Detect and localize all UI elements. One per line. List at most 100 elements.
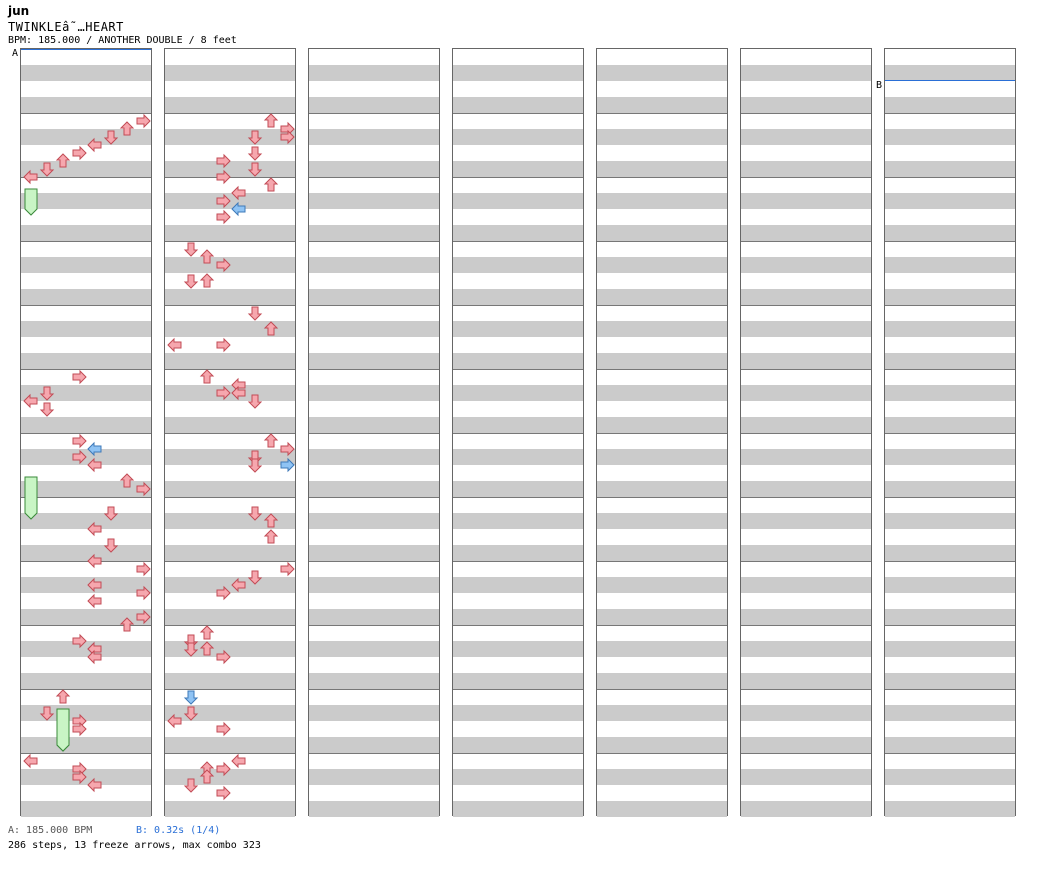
bpm-b-stat: B: 0.32s (1/4) <box>136 825 221 836</box>
step-arrow-right <box>216 585 231 601</box>
beat-stripe <box>453 449 583 465</box>
beat-stripe <box>453 513 583 529</box>
measure-line <box>885 433 1015 434</box>
beat-stripe <box>309 65 439 81</box>
beat-stripe <box>21 385 151 401</box>
measure-line <box>21 497 151 498</box>
beat-stripe <box>21 257 151 273</box>
measure-line <box>453 433 583 434</box>
step-arrow-right <box>216 649 231 665</box>
beat-stripe <box>741 385 871 401</box>
step-arrow-left <box>23 169 38 185</box>
measure-line <box>165 113 295 114</box>
step-arrow-left <box>231 201 246 217</box>
step-arrow-right <box>280 441 295 457</box>
beat-stripe <box>885 769 1015 785</box>
step-arrow-down <box>39 386 55 401</box>
beat-stripe <box>309 481 439 497</box>
beat-stripe <box>21 353 151 369</box>
chart-column <box>308 48 440 817</box>
chart-column <box>740 48 872 817</box>
step-arrow-left <box>231 577 246 593</box>
step-arrow-right <box>216 209 231 225</box>
measure-line <box>309 433 439 434</box>
measure-line <box>885 241 1015 242</box>
measure-line <box>885 497 1015 498</box>
measure-line <box>453 689 583 690</box>
beat-stripe <box>597 65 727 81</box>
step-arrow-down <box>247 130 263 145</box>
beat-stripe <box>21 545 151 561</box>
beat-stripe <box>165 65 295 81</box>
measure-line <box>741 561 871 562</box>
beat-stripe <box>165 513 295 529</box>
step-arrow-down <box>39 706 55 721</box>
measure-line <box>21 689 151 690</box>
beat-stripe <box>885 161 1015 177</box>
measure-line <box>21 241 151 242</box>
chart-column <box>452 48 584 817</box>
step-arrow-down <box>39 402 55 417</box>
beat-stripe <box>165 801 295 817</box>
beat-stripe <box>597 161 727 177</box>
beat-stripe <box>885 385 1015 401</box>
measure-line <box>21 753 151 754</box>
beat-stripe <box>741 417 871 433</box>
beat-stripe <box>309 417 439 433</box>
step-arrow-down <box>247 146 263 161</box>
step-arrow-right <box>136 609 151 625</box>
beat-stripe <box>21 321 151 337</box>
bpm-a-stat: A: 185.000 BPM <box>8 825 93 836</box>
measure-line <box>597 177 727 178</box>
step-arrow-right <box>280 129 295 145</box>
beat-stripe <box>597 257 727 273</box>
step-arrow-up <box>199 249 215 264</box>
beat-stripe <box>21 513 151 529</box>
step-arrow-right <box>216 169 231 185</box>
step-arrow-left <box>87 593 102 609</box>
measure-line <box>453 561 583 562</box>
beat-stripe <box>21 417 151 433</box>
beat-stripe <box>453 129 583 145</box>
beat-stripe <box>741 97 871 113</box>
step-arrow-left <box>87 577 102 593</box>
step-arrow-left <box>23 753 38 769</box>
step-arrow-right <box>72 369 87 385</box>
beat-stripe <box>741 609 871 625</box>
beat-stripe <box>597 641 727 657</box>
beat-stripe <box>885 129 1015 145</box>
step-arrow-right <box>72 633 87 649</box>
measure-line <box>741 497 871 498</box>
beat-stripe <box>165 289 295 305</box>
step-arrow-right <box>280 561 295 577</box>
beat-stripe <box>741 737 871 753</box>
measure-line <box>741 433 871 434</box>
beat-stripe <box>165 225 295 241</box>
beat-stripe <box>885 513 1015 529</box>
measure-line <box>21 433 151 434</box>
measure-line <box>309 561 439 562</box>
beat-stripe <box>165 97 295 113</box>
step-arrow-down <box>103 130 119 145</box>
measure-line <box>741 305 871 306</box>
measure-line <box>597 113 727 114</box>
step-arrow-down <box>183 706 199 721</box>
freeze-arrow <box>24 188 38 216</box>
measure-line <box>741 113 871 114</box>
measure-line <box>597 497 727 498</box>
measure-line <box>885 753 1015 754</box>
beat-stripe <box>165 737 295 753</box>
step-arrow-down <box>39 162 55 177</box>
measure-line <box>885 369 1015 370</box>
beat-stripe <box>165 353 295 369</box>
beat-stripe <box>741 193 871 209</box>
step-arrow-up <box>55 153 71 168</box>
beat-stripe <box>453 417 583 433</box>
beat-stripe <box>597 481 727 497</box>
measure-line <box>453 241 583 242</box>
step-arrow-up <box>263 113 279 128</box>
beat-stripe <box>741 225 871 241</box>
step-arrow-right <box>72 145 87 161</box>
step-arrow-up <box>263 513 279 528</box>
measure-line <box>885 113 1015 114</box>
